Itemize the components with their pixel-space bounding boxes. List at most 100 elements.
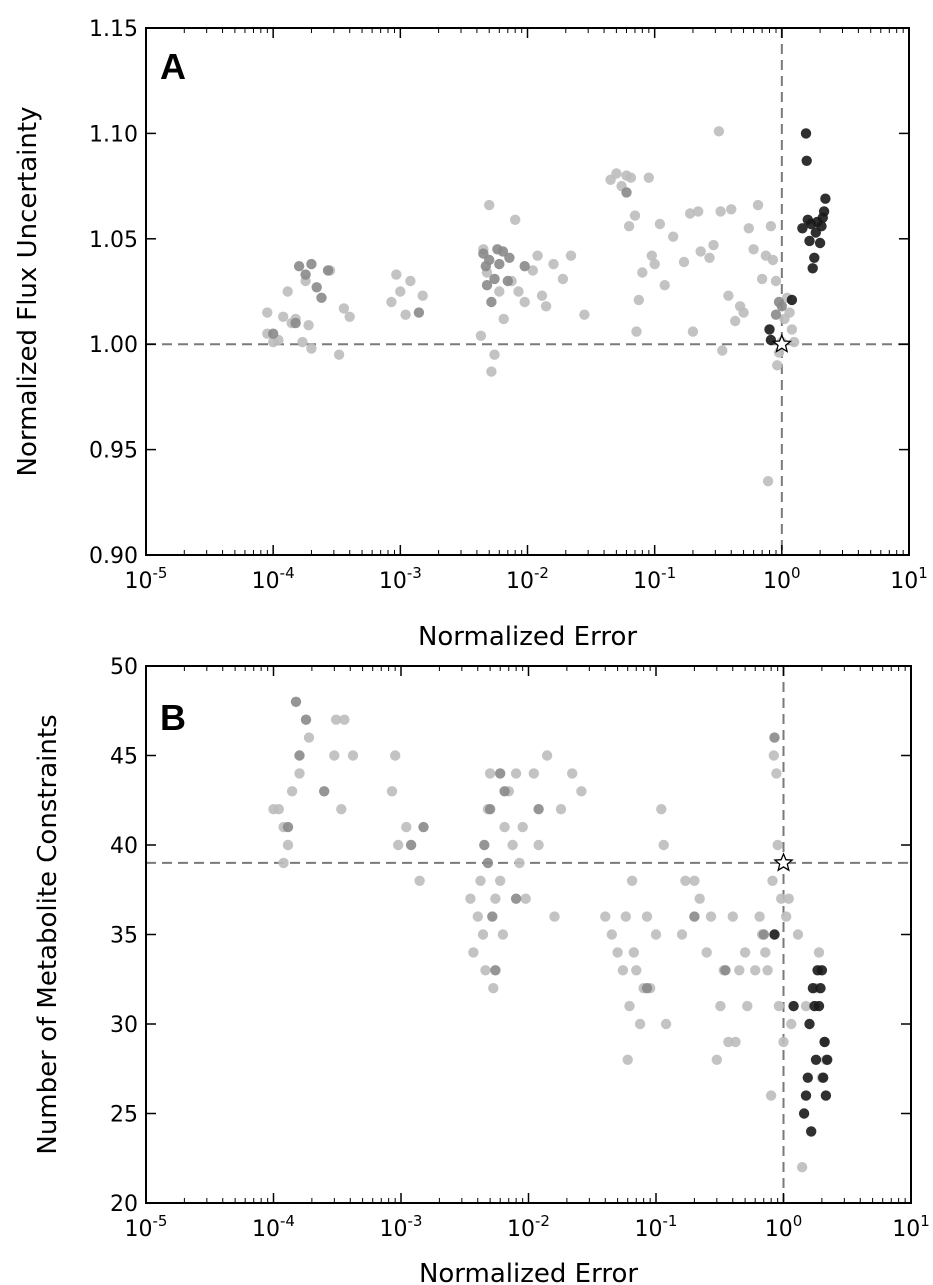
x-axis-title: Normalized Error [419,1259,638,1285]
scatter-point [807,983,819,994]
series-2 [769,929,833,1137]
scatter-point [676,929,688,940]
y-tick-label: 1.15 [89,17,138,42]
scatter-point [767,254,779,266]
scatter-point [400,309,411,320]
scatter-point [800,1000,812,1012]
scatter-point [482,857,494,869]
series-1 [282,696,780,994]
scatter-point [809,252,820,263]
scatter-point [695,246,706,257]
x-tick-label: 101 [890,564,928,594]
scatter-point [502,275,513,287]
scatter-point [786,324,798,335]
scatter-point [336,804,347,815]
scatter-point [769,732,780,743]
x-tick-label: 10-5 [125,564,168,594]
scatter-point [720,965,731,976]
scatter-point [776,301,787,312]
scatter-point [742,1000,753,1012]
scatter-point [282,839,294,851]
x-tick-label: 10-5 [125,1212,168,1242]
scatter-point [490,893,501,904]
scatter-point [549,911,560,922]
y-tick-label: 20 [110,1192,138,1217]
scatter-point [414,875,425,886]
scatter-point [273,804,284,815]
scatter-point [330,714,342,725]
scatter-point [801,155,812,166]
scatter-point [497,929,509,940]
scatter-point [579,309,590,320]
y-tick-label: 1.10 [89,122,138,147]
scatter-point [754,911,765,922]
scatter-point [498,313,509,325]
scatter-point [783,893,794,904]
scatter-point [519,296,530,308]
scatter-point [788,1000,799,1012]
scatter-point [629,210,641,221]
scatter-point [395,286,406,297]
x-tick-label: 100 [763,564,801,594]
scatter-point [480,965,491,976]
scatter-point [567,768,578,779]
scatter-point [658,839,669,851]
scatter-point [743,223,754,234]
scatter-point [293,261,305,272]
scatter-point [806,1126,817,1137]
x-tick-label: 10-4 [252,1212,295,1242]
scatter-point [532,250,543,261]
scatter-point [300,269,311,280]
panel-b: 10-5 10-4 10-3 10-2 10-1 100 101 20 25 30 35 40 45 50… [33,655,930,1285]
scatter-point [497,246,509,257]
series-0 [268,714,832,1173]
panel-label: B [160,697,186,738]
scatter-point [477,929,489,940]
y-axis-title: Number of Metabolite Constraints [33,714,63,1154]
series-1 [268,187,787,339]
scatter-point [303,320,314,331]
scatter-point [347,750,359,761]
scatter-point [405,839,417,851]
scatter-point [486,296,497,308]
scatter-point [659,280,670,291]
scatter-point [689,911,700,922]
scatter-point [730,315,741,327]
scatter-point [628,947,639,958]
scatter-point [418,821,429,833]
scatter-point [738,307,749,318]
y-tick-label: 0.90 [89,544,138,569]
scatter-point [617,965,629,976]
scatter-point [514,857,525,869]
scatter-point [730,1036,741,1048]
scatter-point [796,1162,808,1173]
scatter-point [797,223,808,234]
panel-label: A [160,46,186,87]
scatter-point [495,768,506,779]
scatter-point [656,804,667,815]
scatter-point [300,714,312,725]
scatter-point [401,821,412,833]
scatter-point [752,199,764,211]
scatter-point [739,947,751,958]
scatter-point [765,1090,777,1101]
scatter-point [684,208,696,219]
scatter-point [701,947,712,958]
scatter-point [465,893,476,904]
scatter-point [479,839,490,851]
scatter-point [822,1054,833,1066]
scatter-point [820,1090,832,1101]
scatter-point [781,911,792,922]
scatter-point [734,965,745,976]
scatter-point [726,204,737,215]
scatter-point [631,965,642,976]
scatter-point [489,349,500,360]
scatter-point [687,326,699,337]
scatter-point [555,804,567,815]
scatter-point [816,965,828,976]
scatter-point [490,965,501,976]
scatter-point [513,286,524,297]
scatter-point [813,947,825,958]
scatter-point [528,768,539,779]
scatter-point [641,983,653,994]
